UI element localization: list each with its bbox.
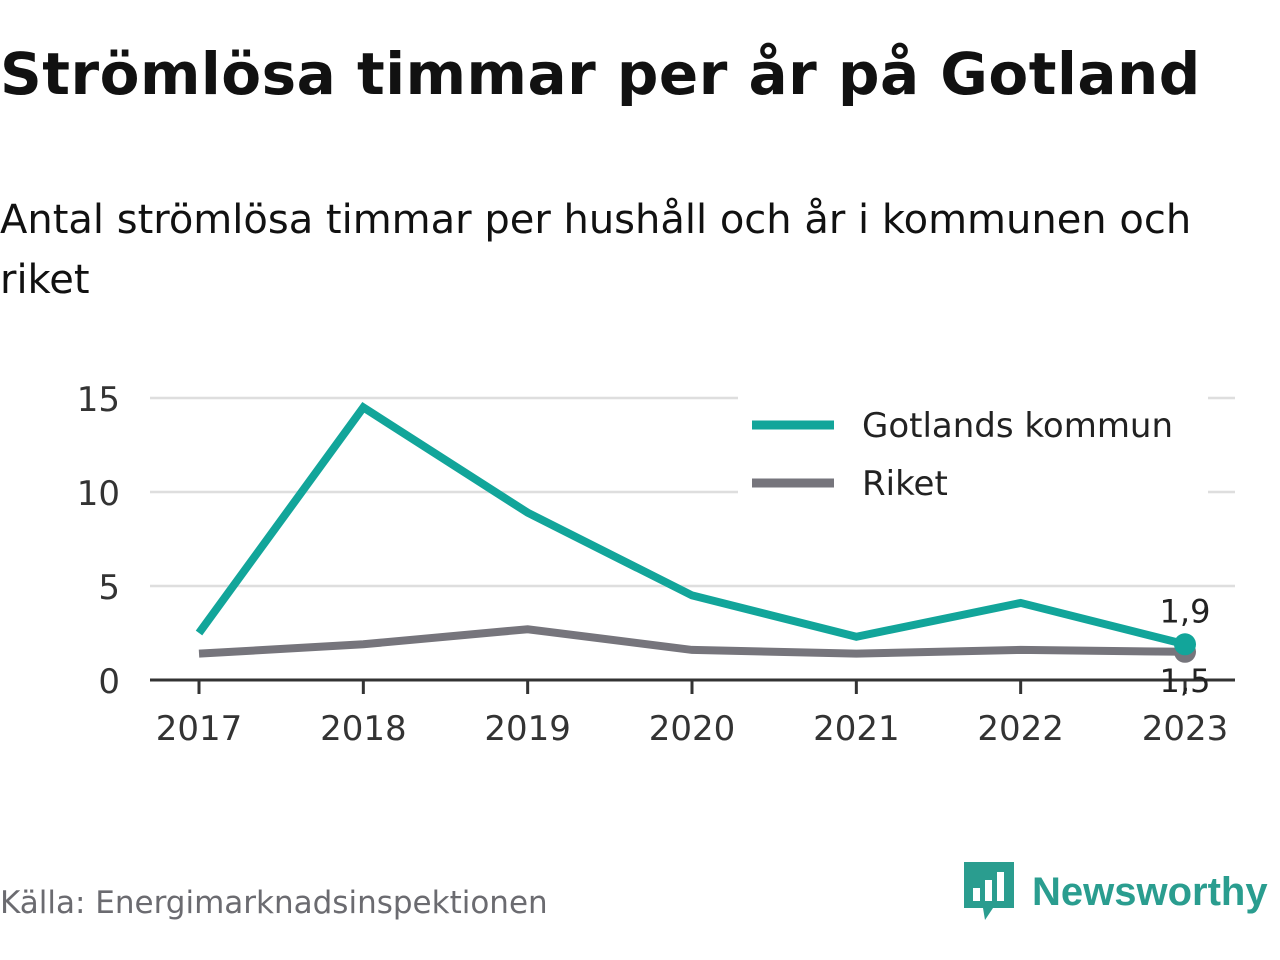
x-tick-label: 2020 [649,709,736,749]
brand-logo: Newsworthy [964,862,1268,922]
end-value-label: 1,5 [1160,662,1211,700]
series-line [195,401,1186,649]
axes: 0 5 10 15 2017 2018 2019 2020 2021 2022 2023 [77,380,1235,749]
series-end-point [1174,633,1196,656]
bar-chart-speech-bubble-icon [964,862,1014,920]
chart-title: Strömlösa timmar per år på Gotland [0,40,1201,108]
x-tick-label: 2017 [156,709,243,749]
legend-label: Gotlands kommun [862,406,1173,446]
line-chart: 0 5 10 15 2017 2018 2019 2020 2021 2022 2023 Gotla… [77,380,1235,749]
legend-box [738,396,1208,506]
chart-subtitle: Antal strömlösa timmar per hushåll och å… [0,197,1192,303]
legend: Gotlands kommun Riket [738,396,1208,506]
series-line [198,625,1186,658]
legend-label: Riket [862,464,948,504]
y-tick-label: 15 [77,380,120,420]
x-tick-label: 2023 [1142,709,1229,749]
end-labels: 1,9 1,5 [1160,592,1211,700]
y-tick-label: 5 [98,568,120,608]
x-tick-label: 2021 [813,709,900,749]
series-lines [195,401,1196,663]
y-tick-label: 10 [77,474,120,514]
y-tick-label: 0 [98,662,120,702]
x-tick-label: 2018 [320,709,407,749]
end-value-label: 1,9 [1160,592,1211,630]
x-tick-label: 2022 [977,709,1064,749]
brand-name: Newsworthy [1032,869,1268,914]
x-tick-label: 2019 [484,709,571,749]
source-note: Källa: Energimarknadsinspektionen [0,885,548,921]
